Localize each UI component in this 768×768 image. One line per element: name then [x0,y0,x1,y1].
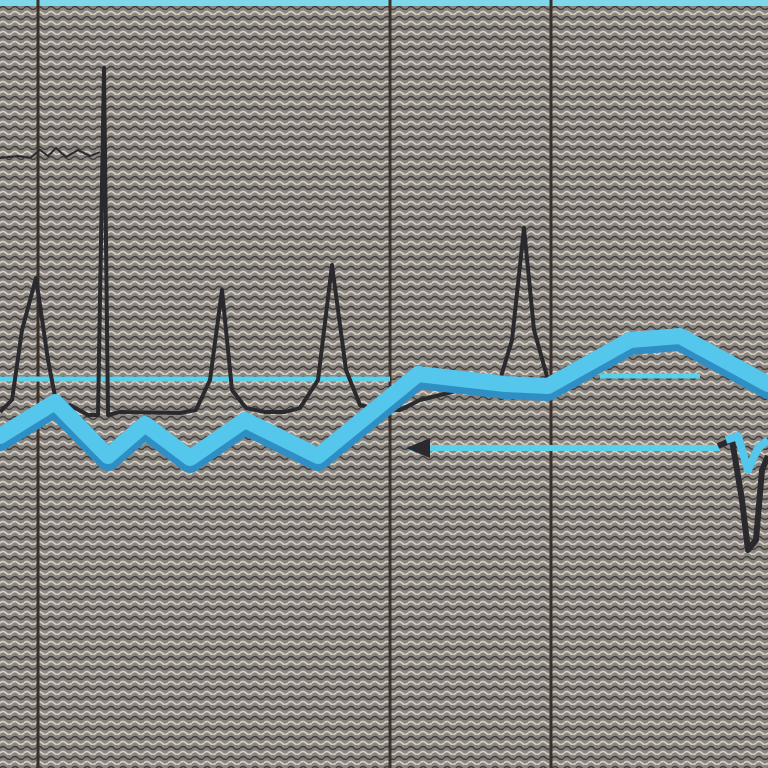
top-band [0,0,768,6]
baseline-arrow-tip [406,438,430,458]
spike-trace [0,66,562,417]
primary-trace [0,328,768,466]
horizontal-baselines [0,373,720,451]
small-squiggle [0,146,101,160]
dip-trace-highlight [724,432,768,474]
